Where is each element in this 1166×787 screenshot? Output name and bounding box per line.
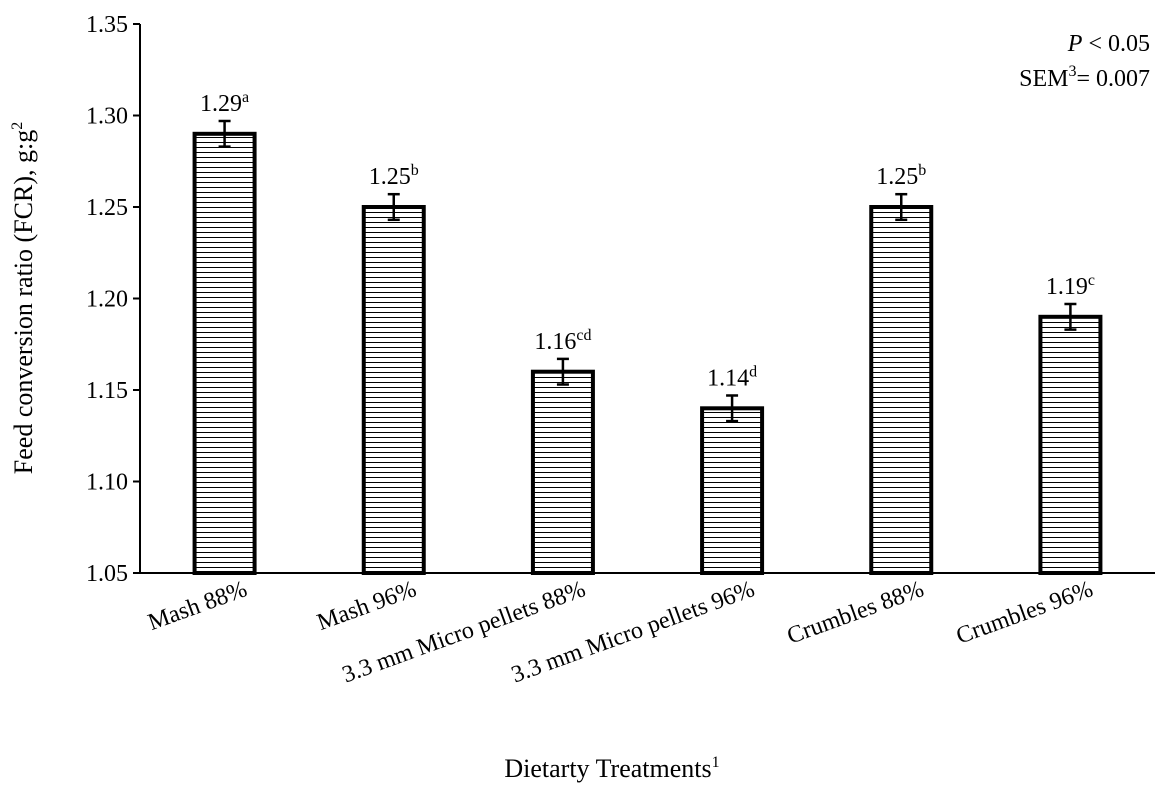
y-tick-label: 1.15	[86, 378, 128, 404]
y-tick-label: 1.05	[86, 561, 128, 587]
sem-annotation: SEM3= 0.007	[1019, 63, 1150, 92]
x-axis-title: Dietarty Treatments1	[504, 754, 719, 783]
data-label: 1.25b	[876, 162, 926, 190]
x-tick-label: Mash 88%	[145, 576, 251, 636]
y-tick-label: 1.20	[86, 287, 128, 313]
bars-group	[192, 131, 1103, 576]
x-tick-label: Crumbles 88%	[784, 576, 928, 649]
data-label: 1.14d	[707, 363, 757, 391]
error-bar	[218, 119, 231, 148]
error-bar	[1064, 302, 1077, 331]
y-tick-label: 1.35	[86, 12, 128, 38]
bar	[1038, 314, 1103, 575]
x-axis: Mash 88% Mash 96%3.3 mm Micro pellets 88%…	[140, 572, 1155, 688]
y-tick-label: 1.10	[86, 470, 128, 496]
error-bar	[556, 357, 569, 386]
y-axis: 1.05 1.10 1.15 1.20 1.25 1.30 1.35	[86, 12, 141, 587]
error-bar	[387, 192, 400, 222]
bar	[361, 205, 426, 575]
bar	[192, 131, 257, 576]
y-axis-title: Feed conversion ratio (FCR), g:g2	[9, 122, 38, 474]
x-tick-label: Mash 96%	[314, 576, 420, 636]
y-tick-label: 1.25	[86, 195, 128, 221]
data-label: 1.16cd	[534, 327, 591, 355]
data-label: 1.19c	[1046, 272, 1095, 300]
x-tick-label: Crumbles 96%	[953, 576, 1097, 649]
bar	[700, 406, 765, 575]
data-labels-group: 1.29a 1.25b 1.16cd 1.14d 1.25b 1.19c	[200, 89, 1095, 391]
error-bar	[726, 394, 739, 423]
p-value-annotation: P < 0.05	[1067, 31, 1150, 57]
error-bar	[895, 192, 908, 222]
data-label: 1.29a	[200, 89, 249, 117]
data-label: 1.25b	[369, 162, 419, 190]
y-tick-label: 1.30	[86, 104, 128, 130]
error-bars-group	[218, 119, 1077, 423]
bar	[530, 369, 595, 576]
bar	[869, 205, 934, 575]
